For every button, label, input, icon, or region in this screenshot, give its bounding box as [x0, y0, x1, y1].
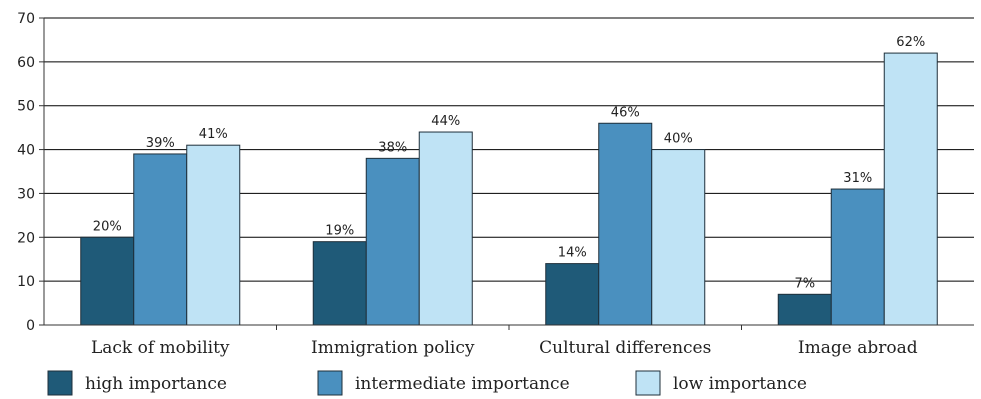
axes [43, 18, 974, 330]
legend: high importance intermediate importance lo… [47, 370, 807, 396]
x-category-label: Lack of mobility [91, 338, 230, 358]
data-label: 14% [558, 246, 587, 261]
bar-high-importance-2 [312, 241, 367, 326]
bar-low-importance-4 [883, 52, 938, 326]
data-label: 39% [146, 136, 175, 151]
legend-label: high importance [85, 374, 227, 394]
y-tick-label: 60 [17, 55, 35, 71]
bar-intermediate-importance-1 [133, 153, 188, 326]
y-tick-label: 50 [17, 99, 35, 115]
bar-high-importance-4 [777, 293, 832, 326]
data-label: 46% [611, 105, 640, 120]
x-category-label: Cultural differences [539, 338, 711, 358]
data-labels: 20% 39% 41% 19% 38% 44% 14% 46% 40% 7% 31% 62% [93, 35, 925, 291]
data-label: 38% [378, 140, 407, 155]
legend-swatch [47, 370, 73, 396]
x-category-label: Immigration policy [311, 338, 475, 358]
legend-swatch [635, 370, 661, 396]
data-label: 41% [199, 127, 228, 142]
y-tick-label: 10 [17, 274, 35, 290]
y-tick-label: 70 [17, 11, 35, 27]
bar-intermediate-importance-4 [830, 188, 885, 326]
legend-swatch [317, 370, 343, 396]
y-tick-label: 0 [26, 318, 35, 334]
data-label: 44% [431, 114, 460, 129]
data-label: 20% [93, 219, 122, 234]
bar-high-importance-3 [545, 263, 600, 326]
bar-intermediate-importance-3 [598, 122, 653, 326]
y-axis-ticks: 0 10 20 30 40 50 60 70 [17, 11, 44, 334]
bar-low-importance-2 [418, 131, 473, 326]
bar-low-importance-3 [651, 149, 706, 326]
bar-intermediate-importance-2 [365, 157, 420, 326]
y-tick-label: 30 [17, 186, 35, 202]
bar-high-importance-1 [80, 236, 135, 326]
legend-label: low importance [673, 374, 807, 394]
legend-label: intermediate importance [355, 374, 570, 394]
bars [80, 52, 938, 326]
bar-low-importance-1 [186, 144, 241, 326]
x-category-label: Image abroad [798, 338, 918, 358]
x-axis-labels: Lack of mobility Immigration policy Cultur… [91, 338, 918, 358]
data-label: 19% [325, 224, 354, 239]
data-label: 62% [896, 35, 925, 50]
data-label: 31% [843, 171, 872, 186]
data-label: 40% [664, 132, 693, 147]
y-tick-label: 20 [17, 230, 35, 246]
y-tick-label: 40 [17, 143, 35, 159]
data-label: 7% [794, 276, 815, 291]
